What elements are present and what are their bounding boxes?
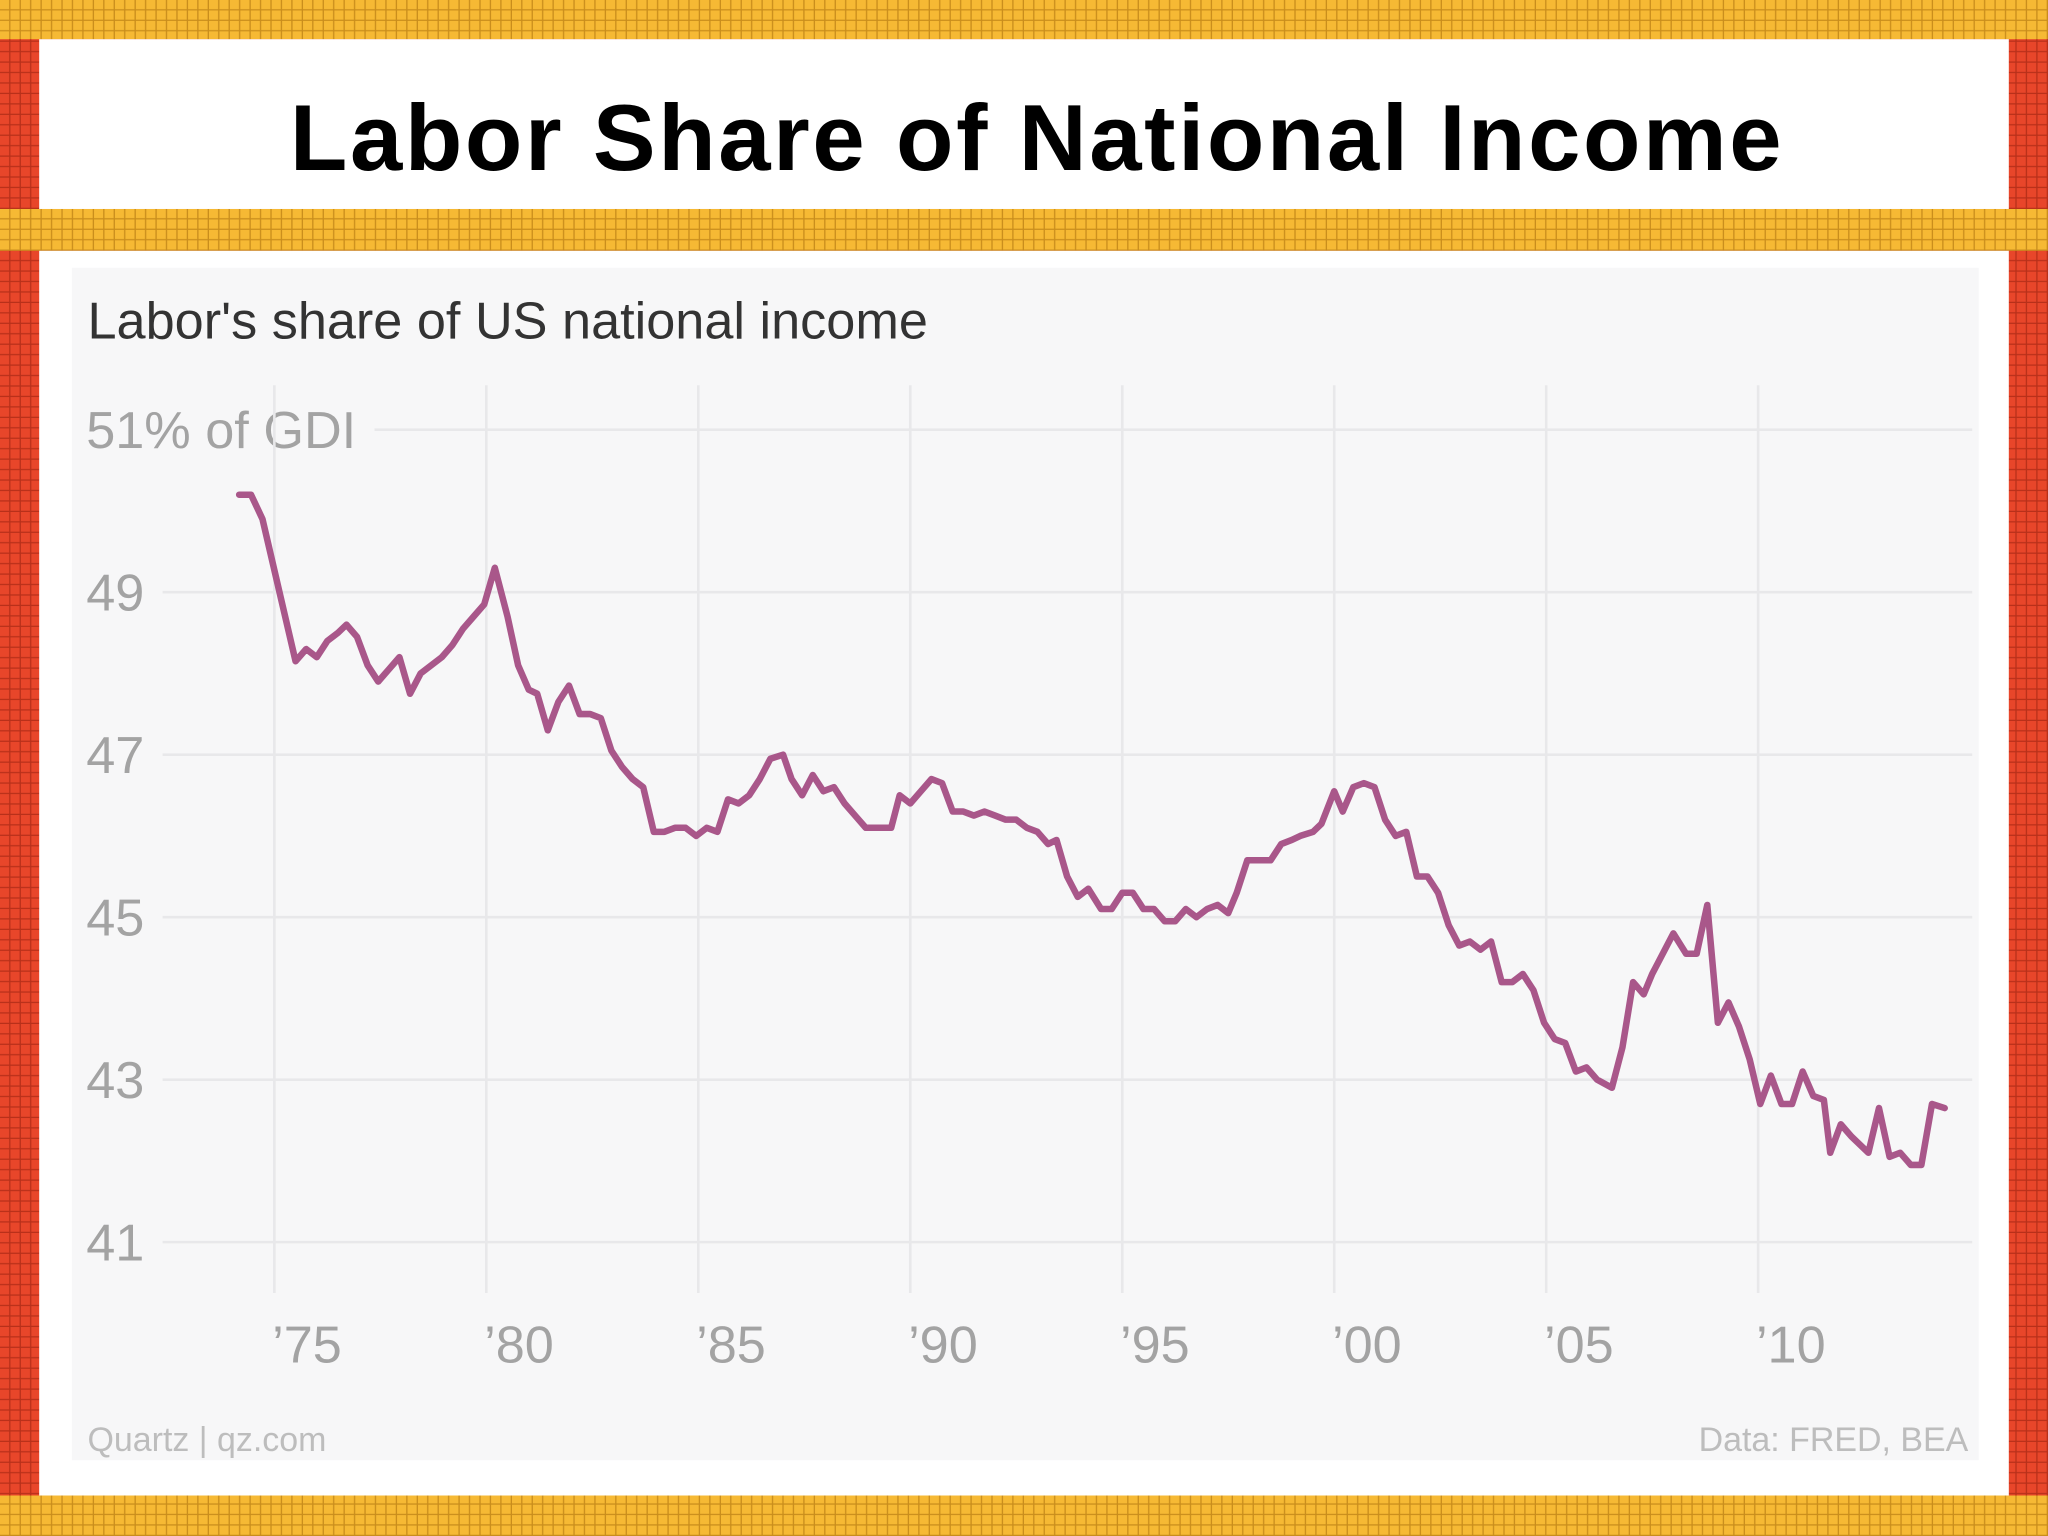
chart-title: Labor's share of US national income [88,292,928,350]
y-tick-label: 49 [86,564,144,622]
plot-background [71,267,1979,1461]
y-tick-label: 51% of GDI [86,402,356,460]
note: Data: FRED, BEA [1699,1421,1969,1459]
x-tick-label: ’05 [1544,1316,1614,1374]
y-tick-label: 47 [86,727,144,785]
border-band [0,0,2048,40]
x-tick-label: ’95 [1120,1316,1190,1374]
x-tick-label: ’80 [484,1316,554,1374]
title-panel [39,39,2009,209]
y-tick-label: 43 [86,1052,144,1110]
x-tick-label: ’75 [272,1316,342,1374]
x-tick-label: ’00 [1332,1316,1402,1374]
border-band [0,208,2048,251]
data-line [235,491,1948,1169]
x-tick-label: ’85 [696,1316,766,1374]
source: Quartz | qz.com [88,1421,327,1459]
grid: 51% of GDI 49 47 45 43 41 ’75 ’80 ’85 ’90 ’95 ’00 ’0… [86,385,1973,1374]
y-tick-label: 41 [86,1214,144,1272]
plot [235,491,1948,1169]
slide-title: Labor Share of National Income [290,85,1784,190]
x-tick-label: ’90 [908,1316,978,1374]
x-tick-label: ’10 [1756,1316,1826,1374]
y-tick-label: 45 [86,889,144,947]
border-band [0,1495,2048,1536]
